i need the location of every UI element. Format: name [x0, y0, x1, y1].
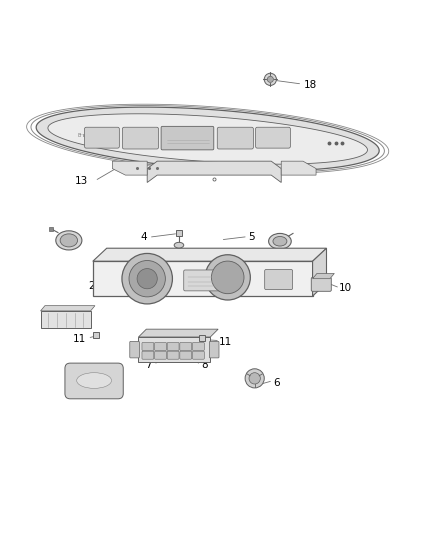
FancyBboxPatch shape — [209, 341, 219, 358]
FancyBboxPatch shape — [65, 363, 123, 399]
Text: 3: 3 — [70, 378, 76, 388]
Text: 2: 2 — [88, 281, 95, 291]
Text: 11: 11 — [73, 334, 86, 344]
FancyBboxPatch shape — [255, 127, 290, 148]
Text: 4: 4 — [141, 232, 147, 242]
FancyBboxPatch shape — [155, 343, 166, 351]
Ellipse shape — [268, 233, 291, 249]
Text: 8: 8 — [201, 360, 208, 370]
FancyBboxPatch shape — [122, 127, 159, 149]
FancyBboxPatch shape — [265, 270, 293, 289]
Text: 6: 6 — [273, 378, 280, 388]
FancyBboxPatch shape — [192, 351, 204, 359]
Circle shape — [267, 76, 273, 83]
Polygon shape — [138, 329, 218, 337]
Polygon shape — [41, 305, 95, 311]
Circle shape — [129, 261, 166, 297]
FancyBboxPatch shape — [155, 351, 166, 359]
Polygon shape — [113, 161, 147, 175]
FancyBboxPatch shape — [41, 311, 91, 328]
FancyBboxPatch shape — [142, 343, 154, 351]
Circle shape — [137, 269, 157, 289]
Circle shape — [245, 369, 264, 388]
Polygon shape — [36, 107, 379, 171]
Ellipse shape — [174, 243, 184, 248]
FancyBboxPatch shape — [85, 127, 119, 148]
Circle shape — [205, 255, 251, 300]
FancyBboxPatch shape — [217, 127, 253, 149]
Text: Bᵁᴇ: Bᵁᴇ — [78, 133, 86, 139]
Ellipse shape — [60, 234, 78, 247]
Ellipse shape — [77, 373, 112, 389]
Polygon shape — [93, 248, 326, 261]
Text: 13: 13 — [75, 176, 88, 186]
Ellipse shape — [273, 237, 287, 246]
FancyBboxPatch shape — [167, 351, 179, 359]
Polygon shape — [281, 161, 316, 175]
Polygon shape — [313, 248, 326, 296]
Text: 18: 18 — [304, 80, 317, 91]
FancyBboxPatch shape — [180, 343, 192, 351]
FancyBboxPatch shape — [311, 277, 331, 292]
FancyBboxPatch shape — [192, 343, 204, 351]
Circle shape — [249, 373, 260, 384]
Text: 11: 11 — [219, 337, 232, 347]
FancyBboxPatch shape — [180, 351, 192, 359]
Polygon shape — [147, 161, 281, 182]
Text: 7: 7 — [145, 360, 152, 370]
Text: 1: 1 — [99, 267, 106, 277]
Circle shape — [122, 254, 173, 304]
FancyBboxPatch shape — [130, 341, 139, 358]
Text: 10: 10 — [339, 283, 352, 293]
FancyBboxPatch shape — [167, 343, 179, 351]
Circle shape — [264, 73, 276, 85]
FancyBboxPatch shape — [142, 351, 154, 359]
Text: 5: 5 — [249, 232, 255, 242]
Ellipse shape — [56, 231, 82, 250]
Polygon shape — [48, 114, 367, 164]
Circle shape — [212, 261, 244, 294]
FancyBboxPatch shape — [138, 337, 210, 362]
Polygon shape — [93, 261, 313, 296]
Polygon shape — [313, 273, 334, 279]
FancyBboxPatch shape — [184, 270, 220, 291]
FancyBboxPatch shape — [161, 126, 214, 150]
